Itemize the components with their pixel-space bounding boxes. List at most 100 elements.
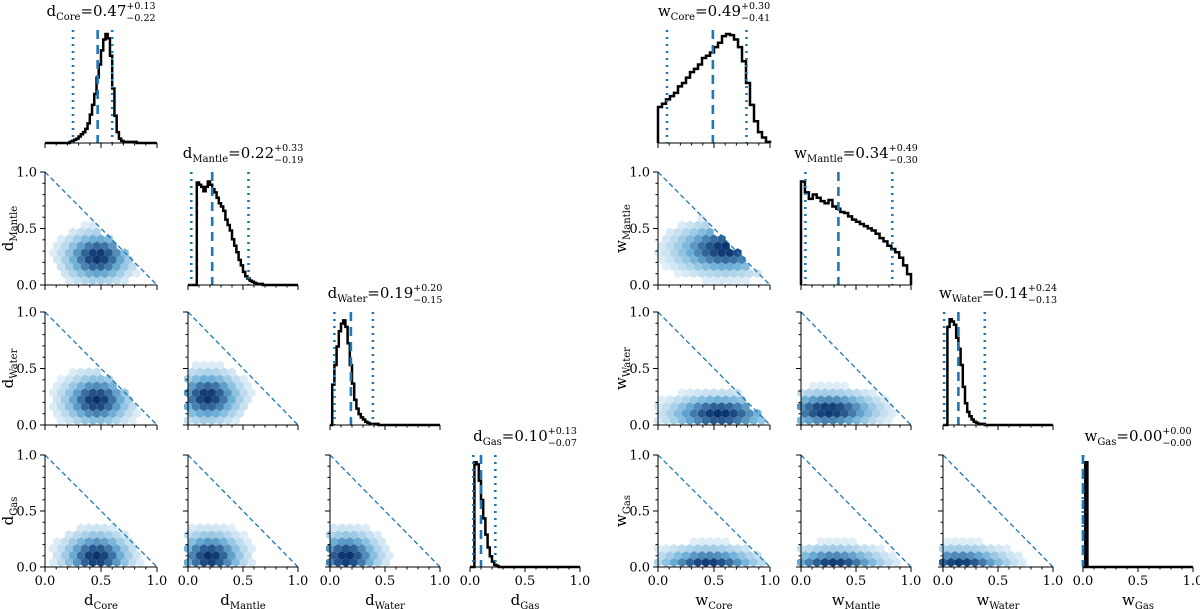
title-plus: +0.30 bbox=[741, 1, 770, 12]
hexbin-cell bbox=[661, 262, 670, 272]
hexbin-cell bbox=[72, 415, 81, 425]
hexbin-cell bbox=[665, 408, 674, 419]
d-y-axis-label-water-subscript: Water bbox=[9, 348, 20, 378]
hexbin-cell bbox=[721, 537, 730, 547]
hexbin-cell bbox=[721, 408, 730, 419]
hexbin-cell bbox=[824, 550, 833, 561]
hexbin-cell bbox=[330, 523, 338, 533]
hexbin-cell bbox=[669, 248, 678, 258]
hexbin-cell bbox=[341, 544, 350, 554]
d-x-axis-label-gas: dGas bbox=[511, 591, 540, 609]
hexbin-cell bbox=[92, 268, 101, 279]
hexbin-cell bbox=[104, 388, 113, 398]
hexbin-cell bbox=[844, 415, 853, 425]
hexbin-cell bbox=[990, 550, 999, 561]
hexbin-cell bbox=[705, 241, 714, 251]
hexbin-cell bbox=[733, 415, 742, 425]
hexbin-cell bbox=[701, 248, 710, 258]
hexbin-cell bbox=[195, 381, 204, 391]
hexbin-cell bbox=[88, 388, 97, 398]
x-tick-label: 0.0 bbox=[35, 574, 56, 589]
hexbin-cell bbox=[745, 408, 754, 419]
hexbin-cell bbox=[717, 388, 726, 398]
hexbin-cell bbox=[108, 268, 117, 279]
d-water-title: dWater=0.19+0.20 −0.15 bbox=[328, 283, 443, 306]
hexbin-cell bbox=[848, 537, 857, 547]
hexbin-cell bbox=[361, 550, 370, 561]
hexbin-cell bbox=[840, 537, 849, 547]
axes-layer bbox=[40, 142, 1194, 572]
hexbin-cell bbox=[994, 544, 1003, 554]
hexbin-cell bbox=[713, 550, 722, 561]
hexbin-cell bbox=[677, 220, 686, 230]
hexbin-cell bbox=[199, 557, 208, 567]
hexbin-cell bbox=[828, 415, 837, 425]
hexbin-cell bbox=[844, 402, 853, 412]
hexbin-cell bbox=[68, 367, 77, 377]
hexbin-cell bbox=[880, 408, 889, 419]
w-y-axis-label-water: wWater bbox=[612, 347, 633, 390]
hexbin-cell bbox=[80, 374, 89, 384]
d-x-axis-label-water-subscript: Water bbox=[375, 601, 405, 609]
hexbin-cell bbox=[713, 395, 722, 405]
hexbin-cell bbox=[725, 557, 734, 567]
hexbin-cell bbox=[685, 248, 694, 258]
hexbin-cell bbox=[946, 544, 955, 554]
title-plus: +0.13 bbox=[126, 1, 155, 12]
hexbin-cell bbox=[369, 537, 378, 547]
hexbin-cell bbox=[203, 523, 212, 533]
hexbin-cell bbox=[239, 530, 248, 540]
hexbin-cell bbox=[1006, 550, 1015, 561]
hexbin-cell bbox=[52, 241, 61, 251]
hexbin-cell bbox=[705, 395, 714, 405]
hexbin-cell bbox=[860, 415, 869, 425]
hexbin-cell bbox=[211, 523, 220, 533]
hexbin-cell bbox=[665, 255, 674, 265]
hexbin-cell bbox=[733, 262, 742, 272]
hexbin-cell bbox=[108, 241, 117, 251]
x-tick-label: 0.5 bbox=[233, 574, 254, 589]
d-x-axis-label-water-prefix: d bbox=[365, 591, 375, 609]
hexbin-cell bbox=[60, 537, 69, 547]
hexbin-cell bbox=[812, 402, 821, 412]
hexbin-cell bbox=[353, 550, 362, 561]
quantile-lines-layer bbox=[71, 30, 1085, 567]
hexbin-cell bbox=[48, 248, 57, 258]
hexbin-cell bbox=[832, 381, 841, 391]
hexbin-cell bbox=[72, 262, 81, 272]
hexbin-cell bbox=[737, 550, 746, 561]
hexbin-cell bbox=[986, 544, 995, 554]
hexbin-cell bbox=[661, 234, 670, 244]
title-prefix: d bbox=[46, 2, 56, 20]
hexbin-cell bbox=[333, 544, 342, 554]
hexbin-cell bbox=[235, 381, 244, 391]
hexbin-cell bbox=[681, 268, 690, 279]
hexbin-cell bbox=[717, 275, 726, 285]
hexbin-cell bbox=[661, 248, 670, 258]
w-y-axis-label-gas-subscript: Gas bbox=[622, 495, 633, 514]
hexbin-cell bbox=[864, 395, 873, 405]
title-subscript: Core bbox=[56, 12, 80, 23]
hexbin-cell bbox=[717, 402, 726, 412]
d-y-axis-label-mantle-prefix: d bbox=[0, 241, 17, 251]
hexbin-cell bbox=[673, 395, 682, 405]
hexbin-cell bbox=[832, 408, 841, 419]
hexbin-cell bbox=[207, 374, 216, 384]
hexbin-cell bbox=[721, 550, 730, 561]
hexbin-cell bbox=[64, 262, 73, 272]
title-prefix: d bbox=[328, 284, 338, 302]
hexbin-cell bbox=[729, 550, 738, 561]
hexbin-cell bbox=[116, 550, 125, 561]
hexbin-cell bbox=[801, 550, 809, 561]
hexbin-cell bbox=[836, 415, 845, 425]
hexbin-cell bbox=[80, 402, 89, 412]
hexbin-cell bbox=[1018, 557, 1027, 567]
w-constraint-line-3-1 bbox=[800, 454, 912, 568]
hexbin-cell bbox=[709, 544, 718, 554]
hexbin-cell bbox=[239, 374, 248, 384]
hexbin-cell bbox=[808, 395, 817, 405]
hexbin-cell bbox=[100, 550, 109, 561]
title-minus: −0.30 bbox=[889, 155, 918, 166]
x-tick-label: 0.0 bbox=[178, 574, 199, 589]
title-subscript: Water bbox=[337, 294, 367, 305]
